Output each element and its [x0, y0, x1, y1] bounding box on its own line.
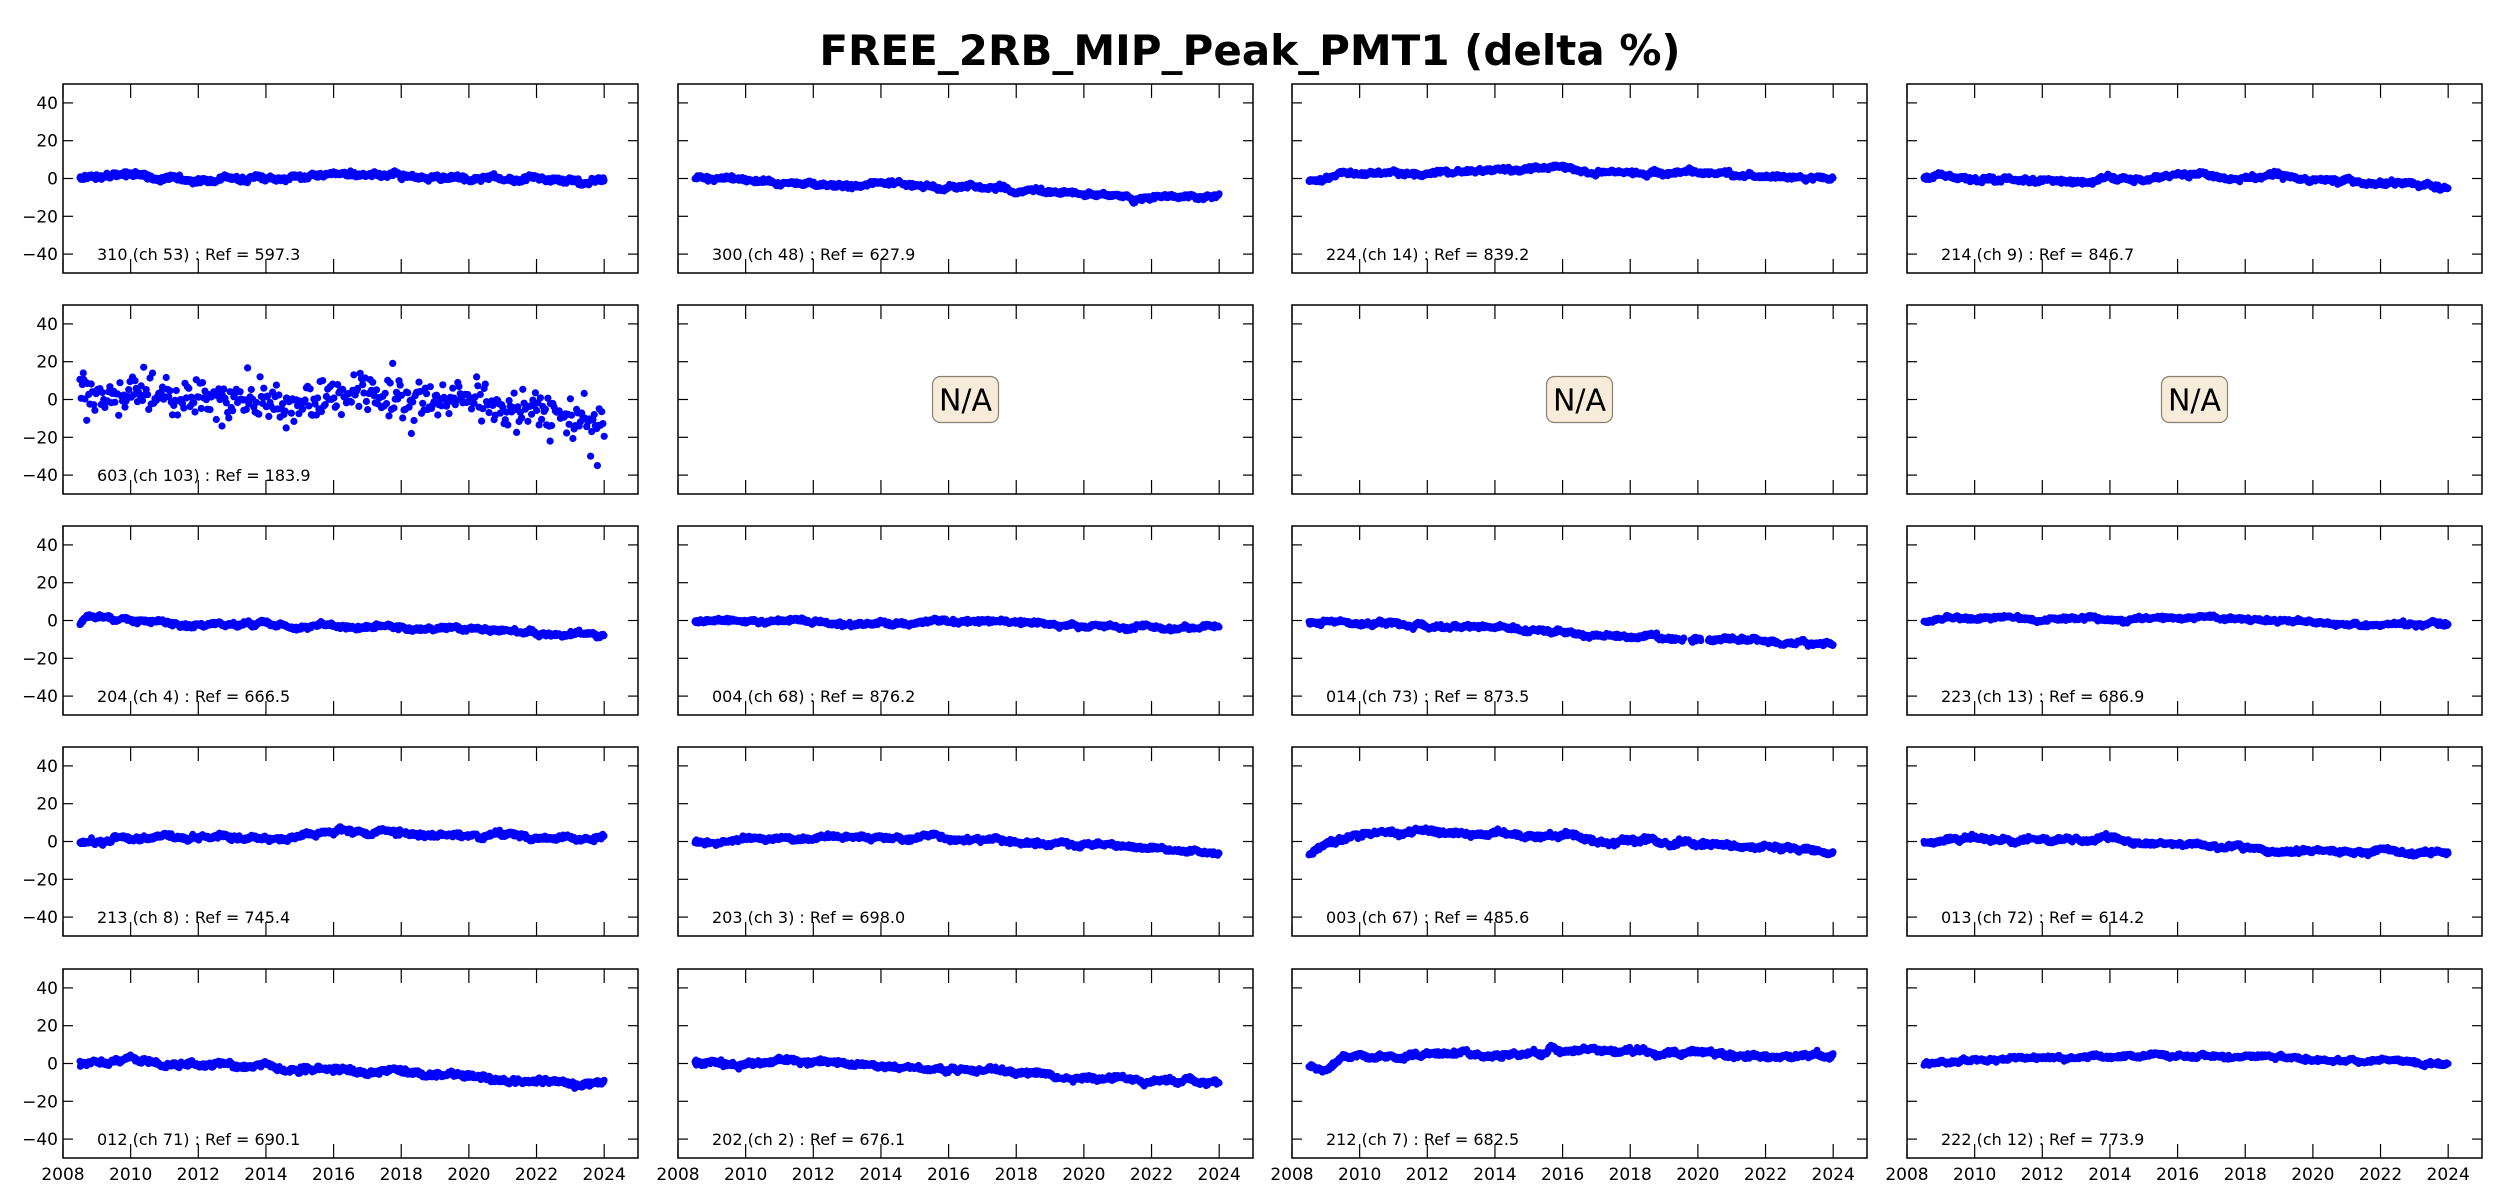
panel-0: 40 20 0 −20 −40 310 (ch 53) : Ref = 597.3 [22, 83, 639, 274]
panel-label: 300 (ch 48) : Ref = 627.9 [712, 245, 915, 264]
panel-label: 224 (ch 14) : Ref = 839.2 [1326, 245, 1529, 264]
y-tick-label: −40 [22, 245, 58, 265]
data-point [1829, 174, 1837, 182]
data-points [76, 167, 608, 189]
panel-2: 224 (ch 14) : Ref = 839.2 [1291, 83, 1868, 274]
data-point [600, 176, 608, 184]
panel-1: 300 (ch 48) : Ref = 627.9 [677, 83, 1254, 274]
y-tick-label: −20 [22, 207, 58, 227]
y-tick-label: 0 [47, 170, 58, 190]
y-tick-label: 20 [36, 132, 58, 152]
panel-3: 214 (ch 9) : Ref = 846.7 [1906, 83, 2483, 274]
figure-title: FREE_2RB_MIP_Peak_PMT1 (delta %) [0, 26, 2500, 75]
panel-label: 310 (ch 53) : Ref = 597.3 [97, 245, 300, 264]
data-point [1215, 190, 1223, 198]
y-tick-label: 40 [36, 94, 58, 114]
